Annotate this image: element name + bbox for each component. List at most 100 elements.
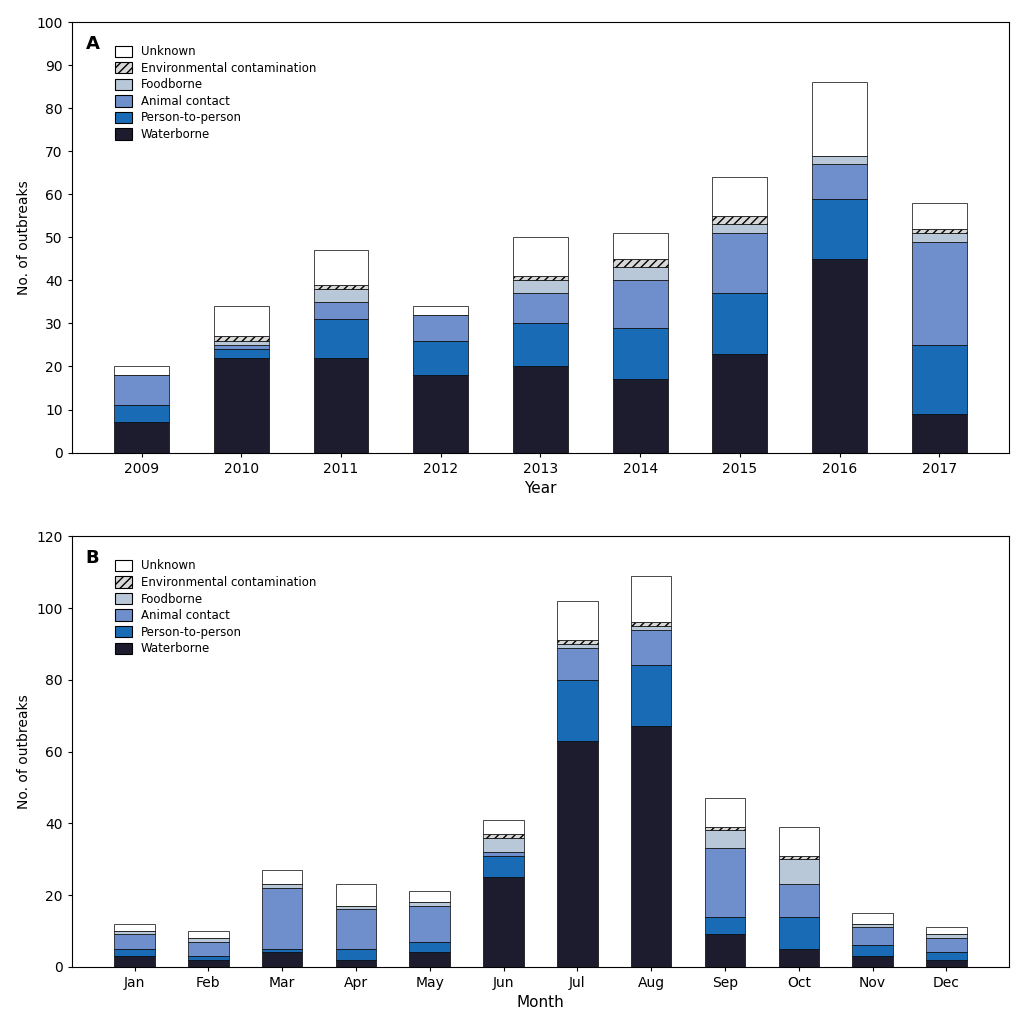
Bar bbox=[214, 337, 269, 341]
Bar bbox=[779, 855, 819, 860]
Bar bbox=[613, 328, 668, 379]
Bar bbox=[853, 913, 893, 923]
Bar bbox=[513, 324, 568, 367]
Bar bbox=[613, 267, 668, 280]
Bar bbox=[712, 294, 767, 353]
Bar bbox=[336, 909, 377, 949]
Bar bbox=[114, 930, 155, 935]
Bar bbox=[631, 576, 671, 622]
Bar bbox=[813, 198, 867, 259]
Bar bbox=[513, 367, 568, 453]
Bar bbox=[114, 422, 169, 453]
Bar bbox=[779, 916, 819, 949]
Bar bbox=[413, 375, 468, 453]
Bar bbox=[557, 740, 598, 966]
Bar bbox=[314, 251, 368, 284]
Bar bbox=[631, 626, 671, 630]
Text: A: A bbox=[86, 35, 100, 53]
Bar bbox=[631, 630, 671, 665]
Bar bbox=[779, 860, 819, 884]
Bar bbox=[712, 225, 767, 233]
Bar bbox=[631, 665, 671, 726]
Bar bbox=[853, 956, 893, 966]
Bar bbox=[214, 345, 269, 349]
Bar bbox=[114, 935, 155, 949]
Bar bbox=[409, 902, 450, 906]
Bar bbox=[557, 601, 598, 641]
Bar bbox=[705, 831, 745, 848]
Bar bbox=[631, 622, 671, 626]
Bar bbox=[314, 357, 368, 453]
Bar bbox=[262, 870, 303, 884]
Bar bbox=[513, 294, 568, 324]
Bar bbox=[188, 956, 229, 959]
X-axis label: Year: Year bbox=[524, 481, 557, 496]
Bar bbox=[483, 834, 524, 838]
Bar bbox=[413, 315, 468, 341]
Bar bbox=[314, 319, 368, 357]
Bar bbox=[314, 284, 368, 289]
Bar bbox=[413, 306, 468, 315]
Text: B: B bbox=[86, 549, 100, 567]
Bar bbox=[214, 341, 269, 345]
Bar bbox=[705, 827, 745, 831]
Bar bbox=[214, 357, 269, 453]
Bar bbox=[705, 935, 745, 966]
X-axis label: Month: Month bbox=[517, 995, 564, 1011]
Bar bbox=[712, 233, 767, 294]
Bar bbox=[926, 938, 966, 952]
Bar bbox=[712, 216, 767, 225]
Bar bbox=[912, 414, 966, 453]
Bar bbox=[853, 945, 893, 956]
Bar bbox=[413, 341, 468, 375]
Bar bbox=[336, 959, 377, 966]
Bar bbox=[779, 827, 819, 855]
Bar bbox=[513, 276, 568, 280]
Bar bbox=[336, 949, 377, 959]
Bar bbox=[214, 306, 269, 337]
Bar bbox=[188, 959, 229, 966]
Bar bbox=[712, 177, 767, 216]
Bar bbox=[557, 648, 598, 680]
Bar bbox=[336, 884, 377, 906]
Legend: Unknown, Environmental contamination, Foodborne, Animal contact, Person-to-perso: Unknown, Environmental contamination, Fo… bbox=[115, 560, 316, 655]
Bar bbox=[926, 952, 966, 959]
Bar bbox=[912, 229, 966, 233]
Bar bbox=[513, 280, 568, 294]
Bar bbox=[912, 203, 966, 229]
Bar bbox=[483, 820, 524, 834]
Bar bbox=[926, 935, 966, 938]
Bar bbox=[188, 938, 229, 942]
Bar bbox=[853, 923, 893, 927]
Bar bbox=[557, 680, 598, 740]
Bar bbox=[926, 927, 966, 935]
Bar bbox=[557, 641, 598, 644]
Bar bbox=[813, 82, 867, 155]
Bar bbox=[188, 942, 229, 956]
Bar bbox=[557, 644, 598, 648]
Bar bbox=[262, 949, 303, 952]
Bar bbox=[712, 353, 767, 453]
Bar bbox=[926, 959, 966, 966]
Bar bbox=[513, 237, 568, 276]
Bar bbox=[114, 923, 155, 930]
Bar bbox=[813, 259, 867, 453]
Bar bbox=[813, 164, 867, 198]
Bar bbox=[336, 906, 377, 909]
Bar bbox=[779, 884, 819, 916]
Bar bbox=[813, 155, 867, 164]
Bar bbox=[114, 949, 155, 956]
Bar bbox=[409, 952, 450, 966]
Bar bbox=[114, 956, 155, 966]
Bar bbox=[262, 884, 303, 888]
Bar bbox=[114, 367, 169, 375]
Bar bbox=[262, 888, 303, 949]
Y-axis label: No. of outbreaks: No. of outbreaks bbox=[16, 694, 31, 809]
Bar bbox=[912, 345, 966, 414]
Y-axis label: No. of outbreaks: No. of outbreaks bbox=[16, 180, 31, 295]
Bar bbox=[314, 302, 368, 319]
Bar bbox=[912, 233, 966, 241]
Bar bbox=[188, 930, 229, 938]
Bar bbox=[314, 289, 368, 302]
Bar bbox=[613, 379, 668, 453]
